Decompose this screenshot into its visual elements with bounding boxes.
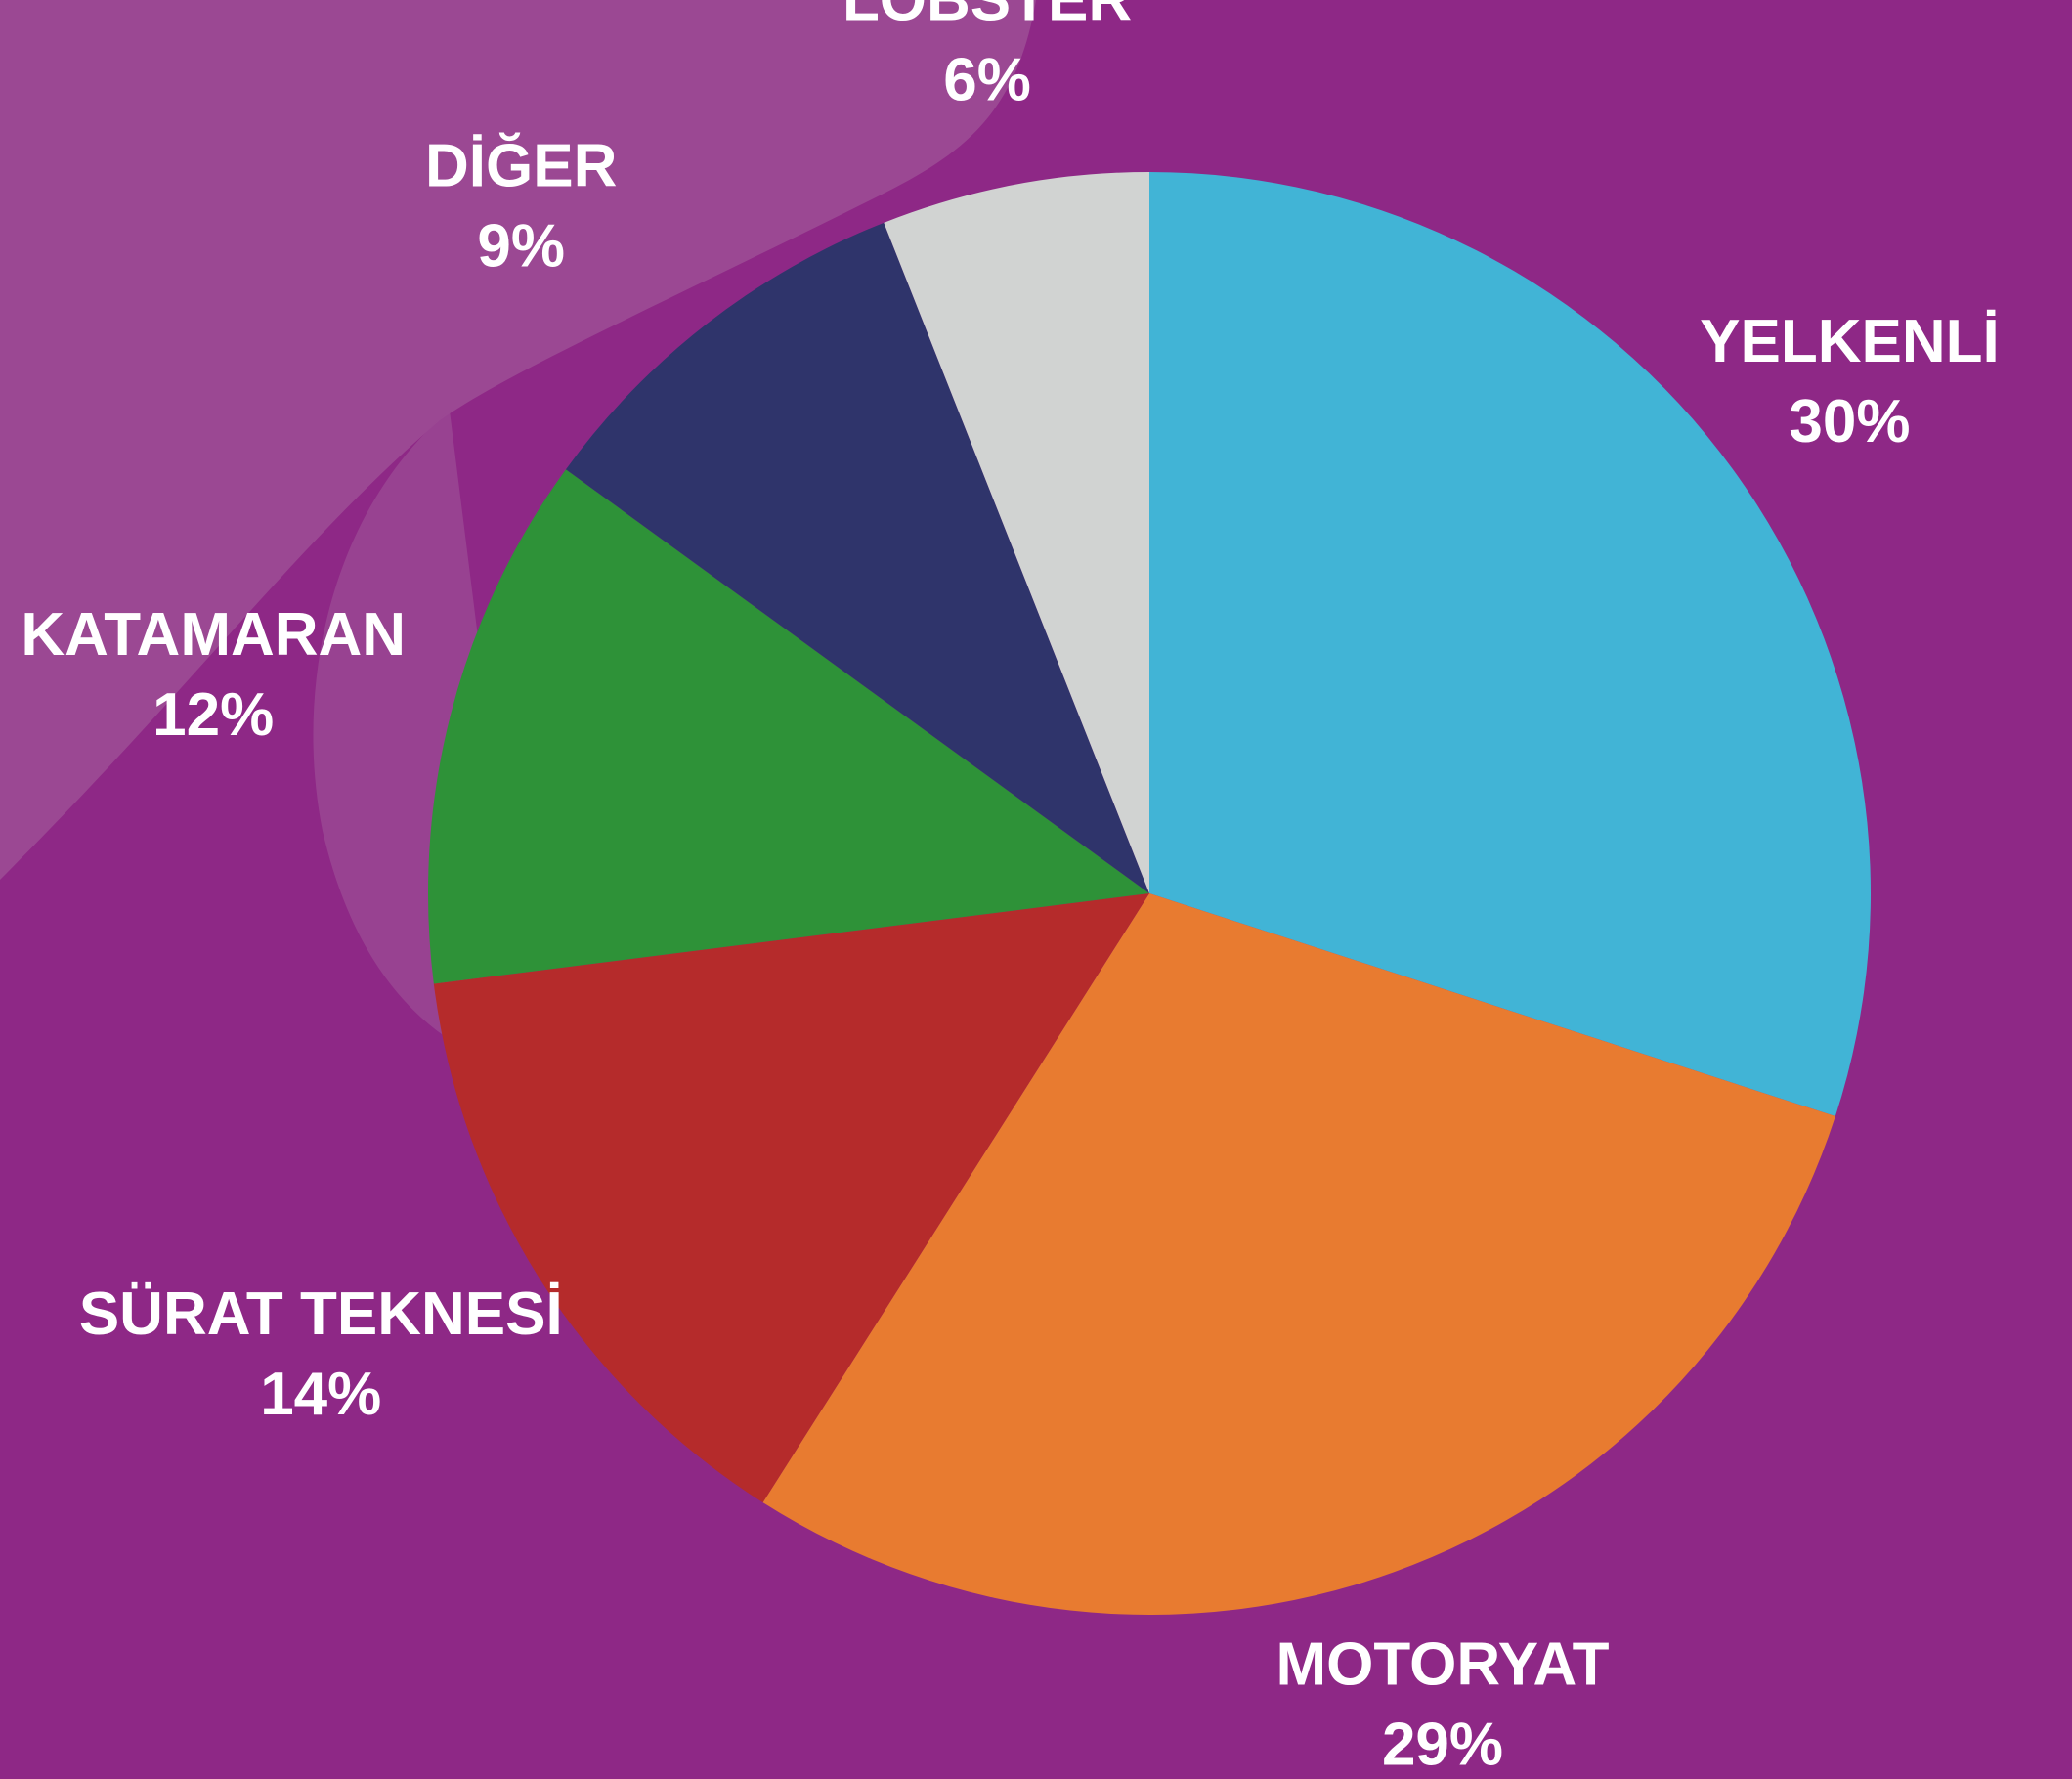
slice-value-label: 30% xyxy=(1789,388,1910,456)
pie-slice xyxy=(565,222,1149,893)
background-swirl xyxy=(0,0,1036,880)
labels: YELKENLİ 30% MOTORYAT 29% SÜRAT TEKNESİ 14% KA… xyxy=(21,0,1999,1779)
slice-label: YELKENLİ xyxy=(1700,308,2000,375)
pie-slice xyxy=(433,893,1149,1503)
slice-label: KATAMARAN xyxy=(21,601,406,669)
pie-slice xyxy=(762,893,1835,1615)
slice-value-label: 29% xyxy=(1382,1712,1503,1779)
slice-value-label: 12% xyxy=(152,681,274,749)
slice-label: LOBSTER xyxy=(842,0,1132,33)
pie-slice xyxy=(884,172,1149,893)
slice-label: MOTORYAT xyxy=(1275,1631,1609,1699)
slice-value-label: 14% xyxy=(260,1361,381,1428)
slice-value-label: 9% xyxy=(477,213,565,281)
pie xyxy=(428,172,1871,1615)
slice-label: SÜRAT TEKNESİ xyxy=(79,1280,563,1348)
pie-slice xyxy=(428,469,1149,984)
slice-value-label: 6% xyxy=(943,46,1031,113)
pie-slice xyxy=(1149,172,1871,1117)
slice-label: DİĞER xyxy=(425,133,617,200)
